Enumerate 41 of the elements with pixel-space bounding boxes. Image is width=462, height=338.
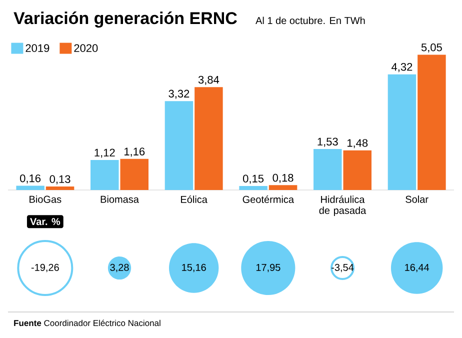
- data-label: 0,16: [20, 174, 41, 184]
- data-label: 3,28: [110, 264, 129, 272]
- bar: [194, 87, 223, 190]
- bar: [388, 74, 416, 190]
- x-tick-label: Geotérmica: [242, 196, 294, 203]
- data-label: -19,26: [31, 264, 59, 272]
- text: Var. %: [30, 218, 60, 226]
- data-label: 0,15: [243, 174, 264, 184]
- data-label: 0,13: [50, 175, 70, 184]
- data-label: 16,44: [405, 264, 430, 272]
- data-label: 4,32: [392, 63, 412, 72]
- bar: [16, 186, 44, 190]
- data-label: 0,18: [272, 174, 294, 183]
- bar: [314, 149, 342, 190]
- data-label: 17,95: [256, 264, 280, 272]
- chart-title: Variación generación ERNC: [14, 12, 237, 28]
- bar: [46, 186, 74, 190]
- bar: [120, 158, 148, 190]
- chart-subtitle: Al 1 de octubre. En TWh: [256, 16, 365, 24]
- data-label: 1,53: [318, 138, 338, 147]
- x-tick-label: Solar: [406, 196, 428, 203]
- x-tick-label: Biomasa: [100, 196, 139, 203]
- data-label: 1,12: [94, 148, 115, 158]
- legend-label: 2019: [26, 44, 50, 52]
- bar: [268, 185, 298, 190]
- bar: [239, 186, 268, 190]
- text: Fuente Coordinador Eléctrico Nacional: [14, 320, 160, 326]
- bar: [90, 160, 119, 190]
- data-label: 1,16: [124, 148, 145, 157]
- legend-label: 2020: [74, 44, 98, 52]
- data-label: 5,05: [421, 43, 442, 53]
- x-tick-label: Hidráulica de pasada: [319, 196, 366, 216]
- bar: [343, 150, 372, 190]
- bar: [164, 101, 194, 190]
- data-label: 3,84: [198, 76, 220, 85]
- data-label: 15,16: [182, 264, 206, 272]
- x-tick-label: Eólica: [181, 196, 208, 203]
- bar: [418, 54, 446, 190]
- data-label: 3,32: [168, 90, 190, 99]
- x-tick-label: BioGas: [30, 196, 62, 203]
- data-label: 1,48: [348, 139, 368, 148]
